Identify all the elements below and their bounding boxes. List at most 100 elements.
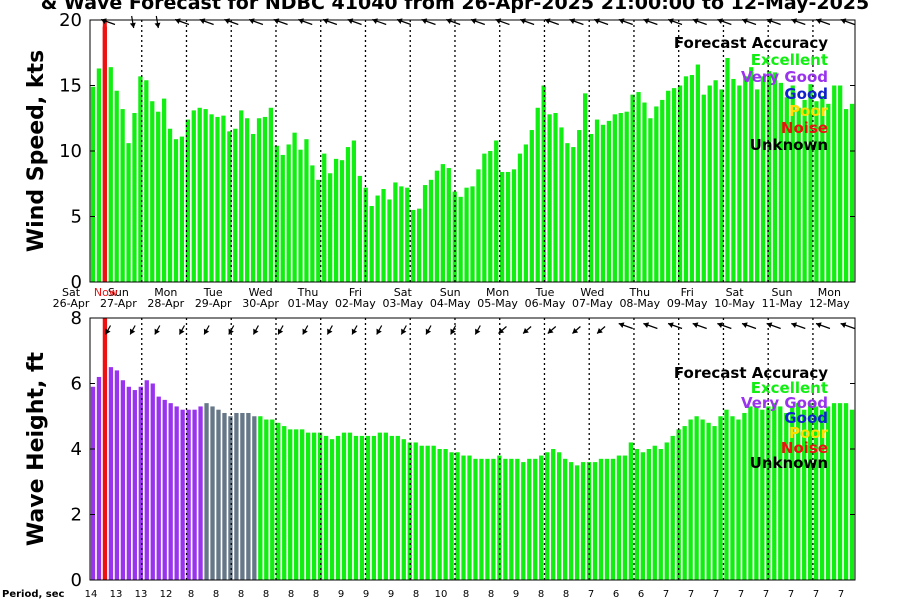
wave-bar [96, 376, 102, 580]
wave-direction-arrow-head [376, 328, 382, 335]
wind-legend-entry: Unknown [750, 136, 828, 154]
wave-direction-arrow-head [129, 328, 136, 335]
wind-direction-arrow-head [470, 18, 477, 25]
day-date-label: 02-May [335, 297, 376, 310]
wind-bar [517, 153, 523, 282]
wind-bar [322, 153, 327, 282]
wave-direction-arrow [302, 325, 309, 335]
wave-bar [849, 409, 855, 580]
period-value: 12 [160, 589, 173, 600]
day-name-label: Thu [297, 286, 319, 299]
wave-bar [831, 403, 837, 580]
period-value: 7 [663, 589, 669, 600]
wave-bar [246, 412, 251, 580]
period-value: 10 [435, 589, 448, 600]
wind-direction-arrow [643, 18, 658, 26]
wave-ytick-label: 4 [71, 439, 82, 460]
wind-direction-arrow [470, 18, 486, 26]
wind-bar [422, 185, 428, 282]
wave-bar [329, 439, 335, 580]
wave-bar [658, 449, 663, 580]
wave-bar [449, 452, 454, 580]
day-name-label: Mon [818, 286, 841, 299]
wave-direction-arrow [252, 325, 259, 335]
day-date-label: 06-May [525, 297, 566, 310]
wind-bar [642, 102, 647, 282]
wind-bar [470, 186, 475, 282]
wind-bar [529, 130, 534, 282]
wave-ytick-label: 2 [71, 505, 82, 526]
wind-bar [209, 114, 214, 282]
wave-bar [700, 419, 705, 580]
wave-bar [694, 416, 699, 580]
wave-direction-arrow [376, 325, 383, 335]
wave-bar [539, 455, 544, 580]
wind-ytick-label: 10 [59, 141, 82, 162]
wind-bar [221, 115, 226, 282]
wave-direction-arrow-head [351, 328, 358, 335]
wave-height-panel: 0 2 4 6 8 Wave Height, ft Forecast AccuracyExc… [24, 308, 856, 591]
wave-direction-arrow [351, 325, 358, 335]
wave-bar [240, 412, 245, 580]
wind-direction-arrow-head [791, 18, 798, 25]
wind-bar [583, 93, 588, 282]
day-date-label: 05-May [477, 297, 518, 310]
wave-direction-arrow-head [475, 328, 481, 335]
wind-bar [725, 57, 730, 282]
wind-direction-arrow [692, 18, 707, 26]
wave-bar [455, 452, 460, 580]
wave-bar [467, 455, 472, 580]
day-date-label: 28-Apr [147, 297, 184, 310]
wind-direction-arrow-head [273, 18, 280, 25]
wind-direction-arrow-head [129, 22, 136, 28]
wind-direction-arrow [766, 18, 781, 26]
wind-bar [547, 114, 552, 282]
wave-direction-arrow [618, 322, 633, 330]
wind-bar [737, 85, 742, 282]
wind-bar [843, 109, 849, 282]
wind-bar [96, 68, 102, 282]
wind-direction-arrow-head [840, 18, 847, 25]
wave-direction-arrow [815, 322, 831, 330]
wave-bar [204, 403, 209, 580]
day-name-label: Sat [62, 286, 81, 299]
wave-bar [437, 449, 442, 580]
wind-direction-arrow [100, 18, 116, 26]
wave-direction-arrow [766, 322, 781, 330]
wave-direction-arrow-head [717, 322, 724, 329]
wind-bar [381, 188, 386, 282]
wave-bar [114, 370, 120, 580]
wave-legend-entry: Poor [789, 424, 829, 442]
wave-direction-arrow [129, 325, 136, 335]
wave-bar [353, 435, 359, 580]
wave-direction-arrow-head [277, 328, 284, 335]
wave-direction-arrow [400, 325, 407, 335]
day-date-label: 07-May [572, 297, 613, 310]
wind-direction-arrow [174, 18, 190, 26]
day-date-label: 01-May [288, 297, 329, 310]
wind-bar [458, 196, 463, 282]
wind-bar [476, 169, 481, 282]
wave-ytick-label: 0 [71, 570, 82, 591]
wind-bar [328, 173, 333, 282]
wind-direction-arrow [371, 18, 387, 26]
day-name-label: Sun [108, 286, 129, 299]
wind-bar [630, 94, 635, 282]
day-date-label: 30-Apr [242, 297, 279, 310]
wave-direction-arrow [643, 322, 658, 330]
wave-direction-arrow-head [498, 327, 505, 334]
wind-bar [393, 182, 398, 282]
wind-bar [120, 109, 125, 282]
period-value: 9 [363, 589, 369, 600]
day-labels: Sat26-AprSun27-AprMon28-AprTue29-AprWed3… [53, 286, 851, 310]
wave-bar [108, 367, 114, 581]
wave-direction-arrow [104, 325, 112, 335]
wave-bar [473, 458, 478, 580]
period-value: 7 [588, 589, 594, 600]
wind-bar [494, 140, 499, 282]
wind-bar [695, 64, 700, 282]
wave-direction-arrow [203, 325, 210, 335]
period-value: 8 [288, 589, 294, 600]
day-date-label: 12-May [809, 297, 850, 310]
